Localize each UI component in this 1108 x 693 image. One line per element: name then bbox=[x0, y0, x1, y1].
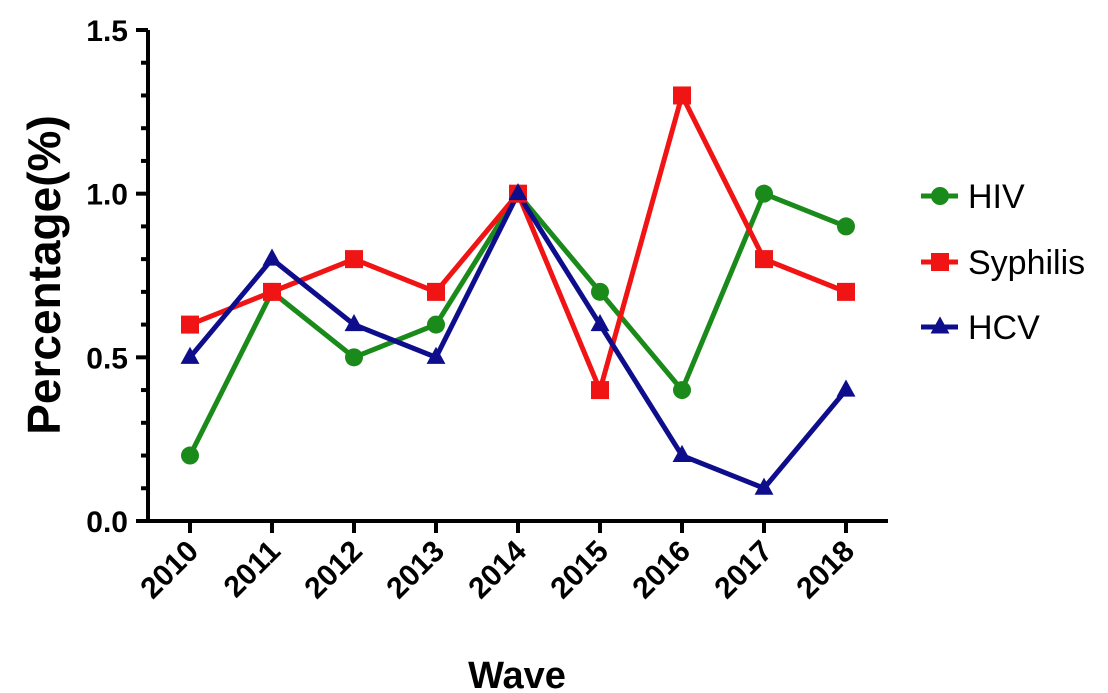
data-point-hcv bbox=[836, 379, 856, 397]
data-point-syphilis bbox=[427, 282, 445, 301]
series-line-syphilis bbox=[189, 92, 847, 393]
series-markers bbox=[180, 86, 856, 495]
legend-label-syphilis: Syphilis bbox=[968, 244, 1085, 282]
y-ticks: 0.0 0.5 1.0 1.5 bbox=[86, 15, 148, 539]
data-point-hiv bbox=[591, 282, 609, 301]
legend-label-hiv: HIV bbox=[968, 178, 1025, 216]
data-point-hiv bbox=[755, 184, 773, 203]
y-tick-label: 0.5 bbox=[86, 342, 128, 375]
legend-label-hcv: HCV bbox=[968, 309, 1040, 347]
series-line-hiv bbox=[187, 191, 847, 457]
data-point-syphilis bbox=[345, 250, 363, 269]
y-tick-label: 0.0 bbox=[86, 506, 128, 539]
data-point-hcv bbox=[262, 248, 282, 266]
data-point-hcv bbox=[590, 313, 610, 332]
data-point-syphilis bbox=[591, 381, 609, 400]
series-lines bbox=[187, 92, 848, 491]
data-point-hiv bbox=[427, 315, 445, 334]
data-point-hiv bbox=[345, 348, 363, 367]
x-tick-label: 2017 bbox=[708, 535, 779, 606]
legend-marker-hiv bbox=[931, 187, 949, 205]
data-point-hiv bbox=[837, 217, 855, 236]
data-point-hcv bbox=[672, 444, 692, 463]
data-point-syphilis bbox=[755, 250, 773, 269]
x-tick-label: 2016 bbox=[626, 535, 697, 606]
data-point-hcv bbox=[508, 183, 528, 201]
x-ticks: 2010 2011 2012 2013 2014 2015 2016 2017 2018 bbox=[134, 521, 861, 605]
data-point-syphilis bbox=[673, 86, 691, 105]
x-axis-title: Wave bbox=[468, 655, 566, 693]
data-point-hcv bbox=[754, 477, 774, 495]
legend-marker-hcv bbox=[930, 316, 950, 334]
data-point-hcv bbox=[344, 313, 364, 332]
data-point-hcv bbox=[180, 346, 200, 364]
x-tick-label: 2010 bbox=[134, 535, 205, 606]
data-point-hiv bbox=[181, 446, 199, 465]
y-axis-title: Percentage(%) bbox=[18, 115, 70, 435]
legend-marker-syphilis bbox=[931, 253, 949, 271]
x-tick-label: 2013 bbox=[380, 535, 451, 606]
x-tick-label: 2015 bbox=[544, 535, 615, 606]
x-tick-label: 2014 bbox=[462, 534, 533, 605]
data-point-hcv bbox=[426, 346, 446, 364]
y-tick-label: 1.0 bbox=[86, 179, 128, 212]
data-point-syphilis bbox=[263, 282, 281, 301]
x-tick-label: 2011 bbox=[218, 535, 287, 604]
data-point-syphilis bbox=[181, 315, 199, 334]
data-point-hiv bbox=[673, 381, 691, 400]
legend: HIV Syphilis HCV bbox=[921, 178, 1085, 347]
x-tick-label: 2012 bbox=[298, 535, 369, 606]
y-tick-label: 1.5 bbox=[86, 15, 128, 48]
data-point-syphilis bbox=[837, 282, 855, 301]
x-tick-label: 2018 bbox=[790, 535, 861, 606]
